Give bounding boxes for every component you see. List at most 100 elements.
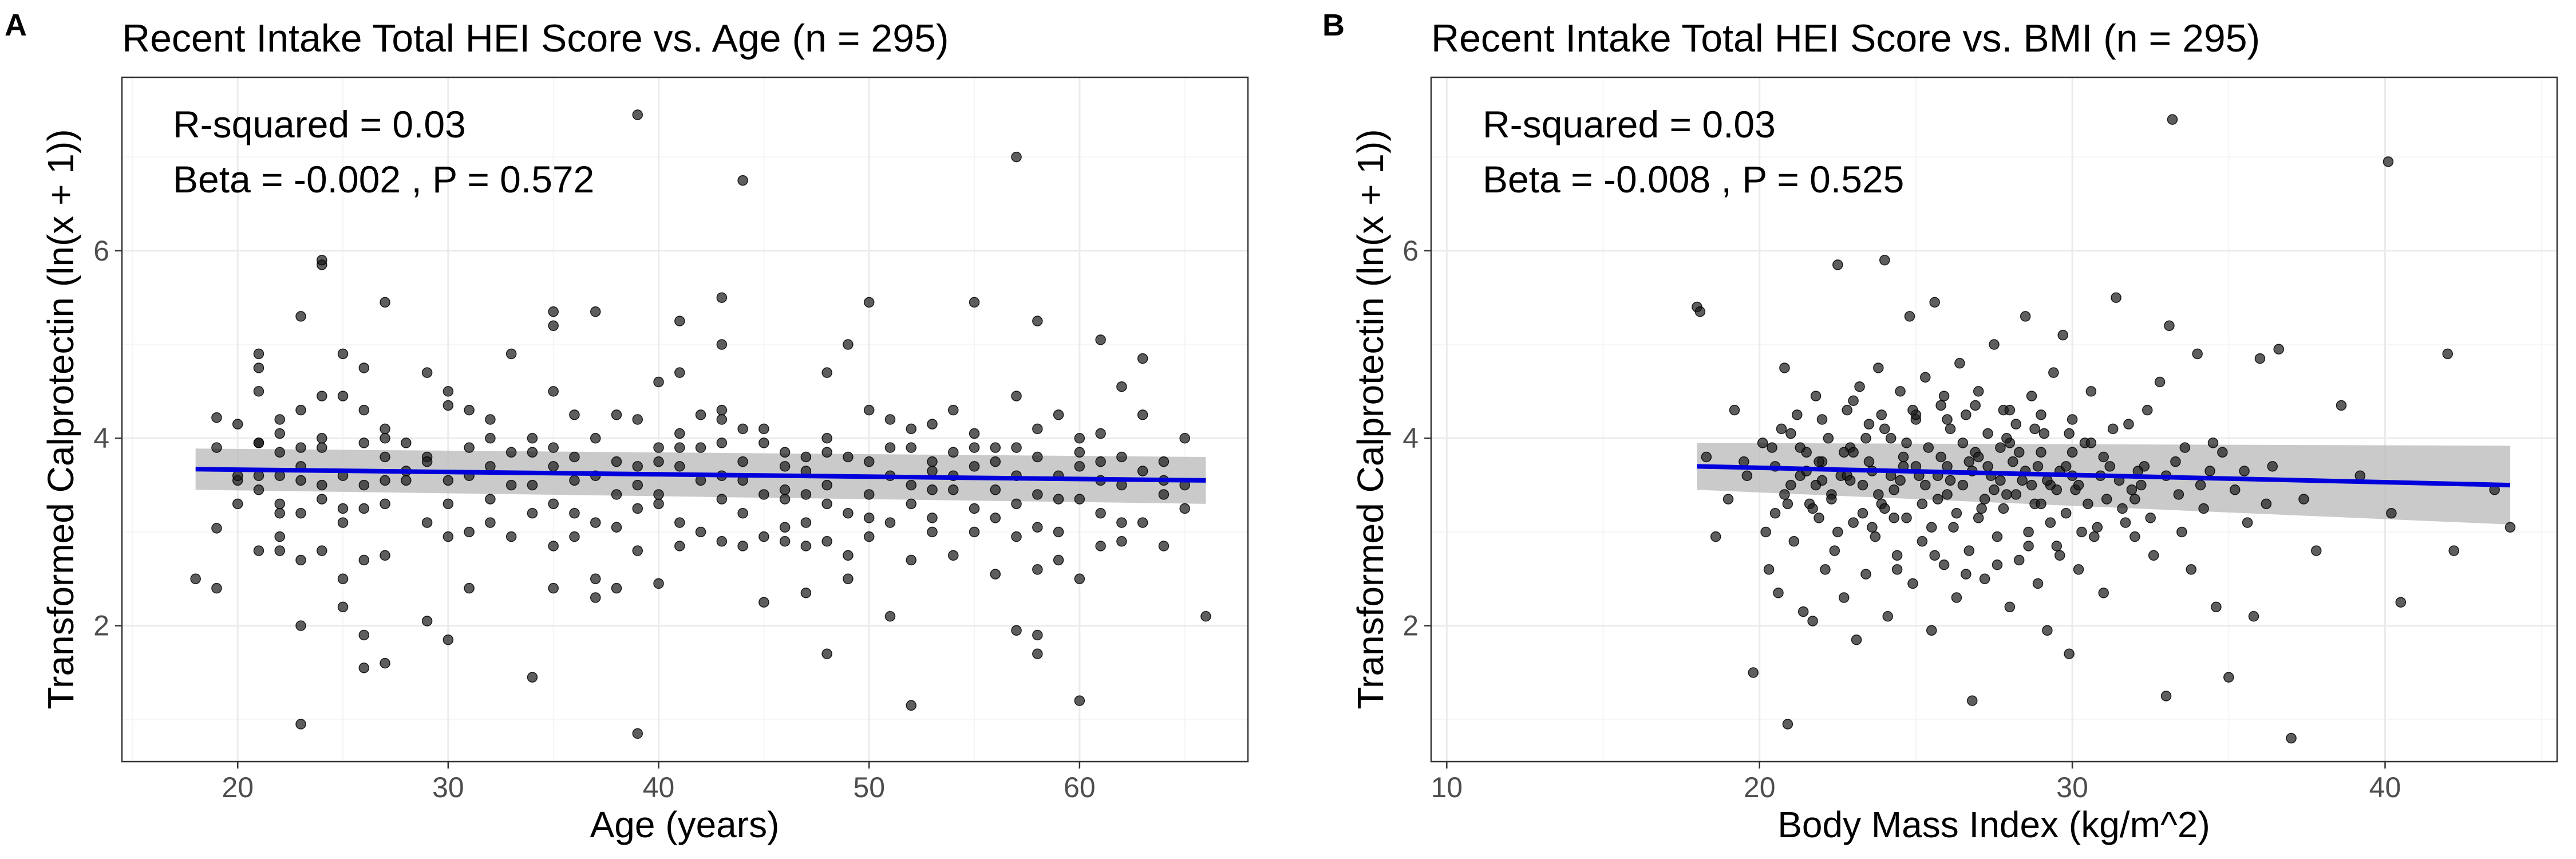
panel-b-point — [2067, 447, 2078, 458]
panel-a-point — [632, 545, 643, 556]
panel-b-point — [2036, 409, 2046, 420]
panel-a-point — [863, 404, 875, 416]
panel-a-point — [800, 451, 812, 463]
panel-b-point — [1945, 475, 1956, 486]
panel-a-point — [1137, 353, 1148, 364]
panel-b-point — [2051, 484, 2063, 495]
panel-b-point — [2111, 292, 2121, 303]
panel-b-point — [2042, 475, 2053, 486]
panel-a-point — [969, 503, 980, 514]
panel-a-point — [1179, 432, 1190, 444]
panel-a-point — [548, 320, 559, 332]
panel-b-point — [1694, 306, 1706, 317]
panel-b-point — [1792, 409, 1803, 420]
panel-a-point — [779, 484, 791, 495]
panel-a-point — [1158, 489, 1170, 500]
panel-a-point — [421, 616, 433, 626]
panel-b-point — [1857, 479, 1868, 491]
panel-b-point — [2442, 348, 2453, 360]
panel-b-point — [2167, 114, 2178, 125]
panel-a-point — [380, 657, 390, 669]
panel-b-point — [1973, 386, 1984, 397]
panel-b-point — [2267, 461, 2278, 472]
panel-b-point — [2164, 320, 2175, 332]
panel-b-point — [1797, 606, 1809, 617]
panel-b-point — [2101, 494, 2112, 505]
panel-a-point — [421, 456, 433, 467]
panel-a-point — [800, 489, 812, 500]
panel-b-x-tick-label: 10 — [1431, 771, 1463, 803]
panel-a-point — [821, 498, 832, 510]
panel-b-title: Recent Intake Total HEI Score vs. BMI (n… — [1431, 17, 2260, 60]
panel-a-point — [401, 438, 412, 448]
panel-a-point — [232, 498, 243, 510]
panel-a-point — [611, 409, 622, 420]
panel-b-point — [1748, 667, 1759, 678]
panel-b-point — [1923, 442, 1934, 453]
panel-a-point — [969, 461, 980, 472]
panel-b-point — [2054, 550, 2065, 561]
panel-a-point — [632, 479, 643, 491]
panel-a-point — [380, 423, 390, 435]
panel-a-point — [380, 297, 390, 308]
panel-a-ticks: 20 30 40 50 60 2 4 6 — [93, 235, 1095, 803]
panel-b-point — [2098, 451, 2109, 463]
panel-a-point — [632, 461, 643, 472]
panel-b-point — [2064, 428, 2075, 439]
panel-a-point — [674, 461, 685, 472]
panel-b-point — [2092, 522, 2103, 533]
panel-a-point — [737, 175, 748, 186]
panel-a-point — [884, 517, 896, 528]
panel-b-point — [2386, 507, 2397, 519]
panel-b-point — [1917, 498, 1928, 510]
panel-a-point — [421, 517, 433, 528]
panel-a-point — [695, 442, 706, 453]
panel-a-point — [1032, 629, 1043, 641]
panel-b-point — [2126, 484, 2138, 495]
panel-b-point — [1807, 503, 1818, 514]
panel-b-point — [2089, 531, 2100, 542]
panel-a-point — [1074, 573, 1085, 585]
panel-b-point — [2273, 344, 2284, 354]
panel-a-point — [380, 498, 390, 510]
panel-b-point — [1888, 513, 1899, 523]
panel-a-point — [1011, 391, 1022, 401]
panel-a-point — [485, 432, 496, 444]
panel-b-point — [2170, 456, 2181, 467]
panel-b-point — [2060, 507, 2072, 519]
panel-b-point — [2354, 470, 2366, 481]
panel-a-point — [863, 531, 875, 542]
panel-b-point — [2026, 391, 2037, 401]
panel-b-point — [2298, 494, 2309, 505]
panel-a-point — [317, 545, 327, 556]
panel-a-point — [653, 489, 664, 500]
panel-a-point — [190, 573, 201, 585]
panel-a-point — [295, 475, 306, 486]
panel-a-point — [442, 386, 454, 397]
panel-b-point — [1891, 564, 1903, 575]
panel-b-point — [2020, 311, 2031, 322]
panel-a-point — [548, 582, 559, 594]
panel-a-point — [211, 582, 222, 594]
panel-a-point — [337, 348, 349, 360]
panel-b-point — [1891, 550, 1903, 561]
panel-a-point — [632, 109, 643, 120]
panel-b-point — [2026, 479, 2037, 491]
panel-a-point — [906, 442, 916, 453]
panel-a-point — [969, 428, 980, 439]
panel-a-point — [295, 507, 306, 519]
panel-a-point — [1011, 498, 1022, 510]
panel-a-point — [274, 531, 285, 542]
panel-a-point — [442, 634, 454, 645]
panel-b-point — [2036, 447, 2046, 458]
panel-b-point — [1976, 503, 1987, 514]
panel-b-point — [2145, 513, 2156, 523]
panel-a-point — [1158, 541, 1170, 551]
panel-b-point — [1848, 395, 1859, 407]
panel-a-point — [337, 391, 349, 401]
panel-a-point — [274, 414, 285, 425]
panel-a-point — [969, 526, 980, 538]
panel-b-point — [2154, 376, 2166, 388]
panel-a-point — [1179, 503, 1190, 514]
panel-a-y-tick-label: 2 — [93, 610, 109, 642]
